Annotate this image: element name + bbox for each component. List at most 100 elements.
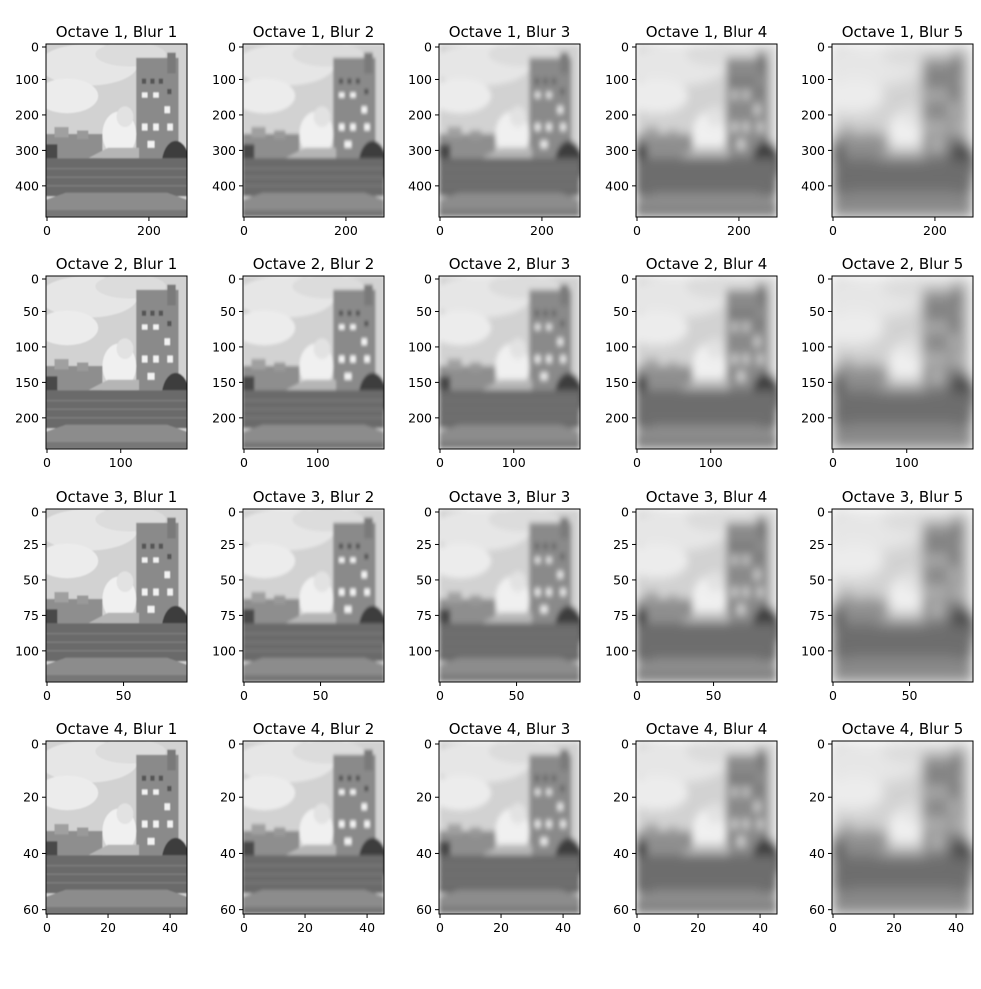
- x-tick-label: 40: [555, 920, 571, 935]
- blurred-image: [636, 741, 777, 914]
- y-tick-label: 50: [416, 304, 432, 319]
- y-tick-label: 20: [416, 790, 432, 805]
- x-tick-label: 0: [829, 455, 837, 470]
- y-tick-label: 200: [605, 107, 629, 122]
- x-tick-label: 40: [162, 920, 178, 935]
- x-tick-label: 0: [436, 920, 444, 935]
- y-tick-label: 50: [220, 304, 236, 319]
- y-tick-label: 200: [408, 107, 432, 122]
- y-tick-label: 200: [408, 410, 432, 425]
- y-tick-label: 0: [621, 40, 629, 55]
- axes-frame: [242, 43, 385, 218]
- y-tick-label: 0: [817, 505, 825, 520]
- image-panel: Octave 2, Blur 5 0 50 100 150 200 0 100: [801, 255, 974, 470]
- y-tick-label: 20: [23, 790, 39, 805]
- y-tick-label: 0: [424, 737, 432, 752]
- panel-title: Octave 2, Blur 3: [449, 255, 571, 273]
- x-tick-label: 50: [706, 688, 722, 703]
- y-tick-label: 0: [424, 40, 432, 55]
- y-tick-label: 100: [605, 339, 629, 354]
- panel-title: Octave 4, Blur 3: [449, 720, 571, 738]
- y-tick-label: 100: [15, 643, 39, 658]
- image-panel: Octave 4, Blur 2 0 20 40 60 0 20 40: [220, 720, 385, 935]
- panel-title: Octave 2, Blur 4: [646, 255, 768, 273]
- axes-frame: [242, 275, 385, 450]
- y-tick-label: 100: [15, 72, 39, 87]
- blurred-image: [243, 44, 384, 217]
- y-tick-label: 400: [15, 178, 39, 193]
- y-tick-label: 300: [801, 143, 825, 158]
- y-tick-label: 50: [809, 572, 825, 587]
- image-panel: Octave 2, Blur 2 0 50 100 150 200 0 100: [212, 255, 385, 470]
- panel-title: Octave 2, Blur 5: [842, 255, 964, 273]
- axes-frame: [45, 43, 188, 218]
- x-tick-label: 0: [240, 455, 248, 470]
- panel-title: Octave 1, Blur 5: [842, 23, 964, 41]
- y-tick-label: 200: [15, 107, 39, 122]
- image-panel: Octave 1, Blur 4 0 100 200 300 400 0 200: [605, 23, 778, 238]
- x-tick-label: 20: [297, 920, 313, 935]
- y-tick-label: 100: [605, 643, 629, 658]
- y-tick-label: 20: [613, 790, 629, 805]
- x-tick-label: 0: [829, 688, 837, 703]
- blurred-image: [243, 509, 384, 682]
- x-tick-label: 50: [509, 688, 525, 703]
- axes-frame: [45, 508, 188, 683]
- panel-title: Octave 3, Blur 1: [56, 488, 178, 506]
- panel-title: Octave 4, Blur 2: [253, 720, 375, 738]
- y-tick-label: 0: [228, 40, 236, 55]
- y-tick-label: 75: [809, 608, 825, 623]
- y-tick-label: 40: [23, 846, 39, 861]
- y-tick-label: 50: [613, 572, 629, 587]
- x-tick-label: 0: [43, 223, 51, 238]
- blurred-image: [832, 276, 973, 449]
- panel-title: Octave 4, Blur 1: [56, 720, 178, 738]
- y-tick-label: 0: [31, 272, 39, 287]
- blurred-image: [832, 741, 973, 914]
- y-tick-label: 100: [15, 339, 39, 354]
- axes-frame: [45, 740, 188, 915]
- y-tick-label: 60: [613, 902, 629, 917]
- axes-frame: [635, 740, 778, 915]
- x-tick-label: 200: [923, 223, 947, 238]
- axes-frame: [438, 740, 581, 915]
- axes-frame: [831, 740, 974, 915]
- x-tick-label: 100: [109, 455, 133, 470]
- y-tick-label: 200: [15, 410, 39, 425]
- y-tick-label: 0: [424, 505, 432, 520]
- y-tick-label: 50: [613, 304, 629, 319]
- y-tick-label: 0: [817, 737, 825, 752]
- y-tick-label: 150: [15, 375, 39, 390]
- blurred-image: [439, 44, 580, 217]
- x-tick-label: 0: [633, 688, 641, 703]
- y-tick-label: 150: [212, 375, 236, 390]
- y-tick-label: 60: [416, 902, 432, 917]
- y-tick-label: 0: [621, 272, 629, 287]
- panel-title: Octave 4, Blur 4: [646, 720, 768, 738]
- x-tick-label: 0: [633, 920, 641, 935]
- x-tick-label: 20: [493, 920, 509, 935]
- y-tick-label: 50: [416, 572, 432, 587]
- blurred-image: [46, 44, 187, 217]
- axes-frame: [635, 508, 778, 683]
- y-tick-label: 0: [424, 272, 432, 287]
- y-tick-label: 400: [605, 178, 629, 193]
- blurred-image: [243, 741, 384, 914]
- y-tick-label: 50: [220, 572, 236, 587]
- y-tick-label: 0: [228, 505, 236, 520]
- y-tick-label: 100: [801, 643, 825, 658]
- panel-title: Octave 3, Blur 5: [842, 488, 964, 506]
- panel-title: Octave 1, Blur 1: [56, 23, 178, 41]
- image-panel: Octave 2, Blur 3 0 50 100 150 200 0 100: [408, 255, 581, 470]
- y-tick-label: 300: [408, 143, 432, 158]
- y-tick-label: 200: [801, 410, 825, 425]
- x-tick-label: 0: [436, 688, 444, 703]
- image-panel: Octave 3, Blur 4 0 25 50 75 100 0 50: [605, 488, 778, 703]
- y-tick-label: 25: [613, 537, 629, 552]
- axes-frame: [635, 275, 778, 450]
- x-tick-label: 100: [895, 455, 919, 470]
- y-tick-label: 300: [605, 143, 629, 158]
- y-tick-label: 400: [212, 178, 236, 193]
- y-tick-label: 0: [31, 40, 39, 55]
- y-tick-label: 0: [31, 737, 39, 752]
